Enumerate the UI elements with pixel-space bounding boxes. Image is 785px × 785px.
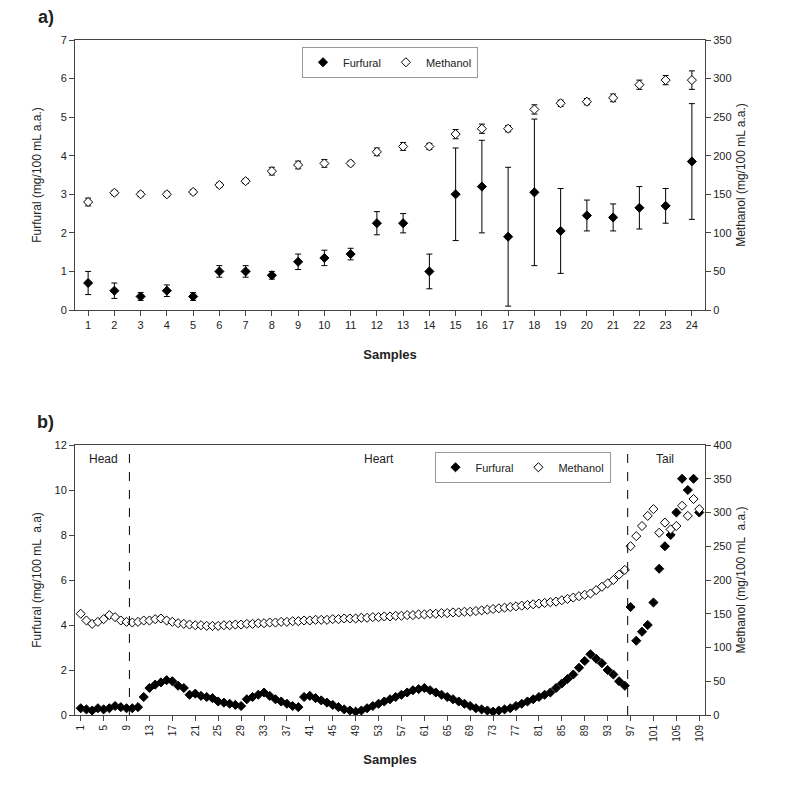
svg-text:4: 4 (61, 619, 67, 631)
svg-text:50: 50 (713, 265, 725, 277)
svg-text:15: 15 (450, 319, 462, 331)
svg-text:73: 73 (487, 725, 498, 737)
svg-text:85: 85 (556, 725, 567, 737)
svg-text:22: 22 (633, 319, 645, 331)
svg-text:16: 16 (476, 319, 488, 331)
svg-text:3: 3 (138, 319, 144, 331)
svg-text:21: 21 (190, 725, 201, 737)
svg-text:Methanol: Methanol (558, 462, 603, 474)
svg-text:17: 17 (167, 725, 178, 737)
svg-text:3: 3 (61, 188, 67, 200)
svg-text:b): b) (37, 412, 54, 432)
svg-text:97: 97 (625, 725, 636, 737)
svg-text:20: 20 (581, 319, 593, 331)
svg-text:77: 77 (510, 725, 521, 737)
svg-text:50: 50 (713, 675, 725, 687)
svg-text:57: 57 (396, 725, 407, 737)
svg-text:6: 6 (61, 574, 67, 586)
svg-text:5: 5 (61, 111, 67, 123)
svg-text:2: 2 (61, 227, 67, 239)
svg-text:65: 65 (442, 725, 453, 737)
svg-text:0: 0 (61, 304, 67, 316)
svg-text:8: 8 (269, 319, 275, 331)
svg-text:Heart: Heart (364, 452, 394, 466)
svg-text:Head: Head (89, 452, 118, 466)
svg-text:300: 300 (713, 506, 731, 518)
svg-text:101: 101 (648, 725, 659, 742)
svg-text:45: 45 (327, 725, 338, 737)
svg-text:4: 4 (164, 319, 170, 331)
svg-text:93: 93 (602, 725, 613, 737)
svg-text:0: 0 (61, 709, 67, 721)
svg-text:5: 5 (98, 725, 109, 731)
svg-text:0: 0 (713, 304, 719, 316)
svg-text:1: 1 (75, 725, 86, 731)
svg-text:350: 350 (713, 34, 731, 46)
svg-text:250: 250 (713, 111, 731, 123)
svg-text:250: 250 (713, 540, 731, 552)
svg-text:81: 81 (533, 725, 544, 737)
svg-text:13: 13 (397, 319, 409, 331)
svg-text:5: 5 (190, 319, 196, 331)
svg-text:Samples: Samples (363, 752, 416, 767)
svg-text:37: 37 (281, 725, 292, 737)
svg-text:400: 400 (713, 439, 731, 451)
svg-text:13: 13 (144, 725, 155, 737)
svg-text:7: 7 (243, 319, 249, 331)
svg-text:25: 25 (212, 725, 223, 737)
svg-text:105: 105 (671, 725, 682, 742)
svg-text:Methanol: Methanol (426, 57, 471, 69)
svg-text:100: 100 (713, 641, 731, 653)
svg-text:6: 6 (61, 72, 67, 84)
svg-text:0: 0 (713, 709, 719, 721)
svg-text:8: 8 (61, 529, 67, 541)
svg-text:12: 12 (371, 319, 383, 331)
svg-text:24: 24 (686, 319, 698, 331)
svg-text:10: 10 (55, 484, 67, 496)
svg-text:Furfural: Furfural (476, 462, 514, 474)
svg-text:Methanol (mg/100 mL a.a.): Methanol (mg/100 mL a.a.) (734, 507, 748, 654)
svg-text:Furfural (mg/100 mL a.a): Furfural (mg/100 mL a.a) (30, 512, 44, 648)
svg-text:a): a) (38, 7, 54, 27)
svg-text:1: 1 (61, 265, 67, 277)
svg-text:Tail: Tail (656, 452, 674, 466)
svg-text:23: 23 (660, 319, 672, 331)
svg-text:89: 89 (579, 725, 590, 737)
svg-text:2: 2 (61, 664, 67, 676)
svg-text:300: 300 (713, 72, 731, 84)
svg-text:200: 200 (713, 574, 731, 586)
svg-text:150: 150 (713, 608, 731, 620)
svg-text:100: 100 (713, 227, 731, 239)
svg-text:33: 33 (258, 725, 269, 737)
svg-text:7: 7 (61, 34, 67, 46)
svg-text:53: 53 (373, 725, 384, 737)
svg-text:Furfural (mg/100 mL a.a.): Furfural (mg/100 mL a.a.) (30, 107, 44, 243)
svg-text:Methanol (mg/100 mL a.a.): Methanol (mg/100 mL a.a.) (734, 103, 748, 247)
svg-text:61: 61 (419, 725, 430, 737)
svg-text:350: 350 (713, 473, 731, 485)
svg-text:12: 12 (55, 439, 67, 451)
svg-text:17: 17 (502, 319, 514, 331)
svg-text:Furfural: Furfural (343, 57, 381, 69)
svg-text:14: 14 (423, 319, 435, 331)
svg-text:6: 6 (216, 319, 222, 331)
svg-text:109: 109 (694, 725, 705, 742)
svg-text:200: 200 (713, 150, 731, 162)
svg-text:1: 1 (85, 319, 91, 331)
svg-text:21: 21 (607, 319, 619, 331)
svg-text:41: 41 (304, 725, 315, 737)
svg-text:29: 29 (235, 725, 246, 737)
svg-text:10: 10 (318, 319, 330, 331)
svg-text:2: 2 (111, 319, 117, 331)
svg-text:9: 9 (121, 725, 132, 731)
svg-text:69: 69 (464, 725, 475, 737)
svg-text:18: 18 (528, 319, 540, 331)
svg-text:49: 49 (350, 725, 361, 737)
svg-text:11: 11 (345, 319, 356, 331)
svg-text:9: 9 (295, 319, 301, 331)
svg-text:150: 150 (713, 188, 731, 200)
svg-text:Samples: Samples (363, 347, 416, 362)
svg-text:4: 4 (61, 150, 67, 162)
svg-text:19: 19 (555, 319, 567, 331)
